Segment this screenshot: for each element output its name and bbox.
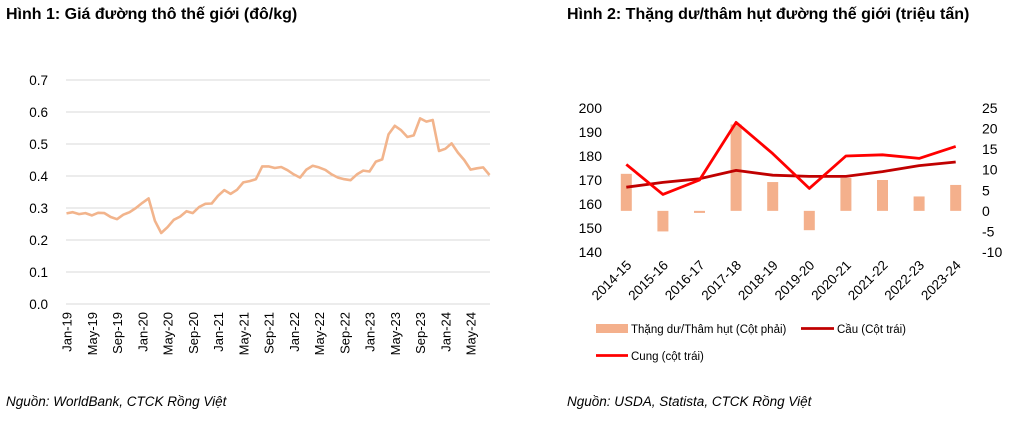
y-tick-label: 0.6 <box>29 105 48 120</box>
x-category-label: 2015-16 <box>625 258 671 304</box>
x-category-label: 2021-22 <box>845 258 891 304</box>
surplus-bar <box>657 210 669 232</box>
x-tick-label: Jan-19 <box>60 312 75 352</box>
x-tick-label: Sep-19 <box>110 312 125 354</box>
right-y-tick-label: 5 <box>982 182 990 198</box>
surplus-bar <box>803 210 815 231</box>
y-tick-label: 0.1 <box>29 265 48 280</box>
left-y-tick-label: 140 <box>579 244 603 260</box>
right-y-tick-label: 10 <box>982 162 998 178</box>
demand-series-line <box>626 160 956 189</box>
right-y-tick-label: -10 <box>982 244 1002 260</box>
left-y-tick-label: 170 <box>579 172 603 188</box>
x-category-label: 2020-21 <box>808 258 854 304</box>
surplus-bar <box>877 180 888 211</box>
legend-label-surplus: Thặng dư/Thâm hụt (Cột phải) <box>631 324 787 336</box>
right-y-tick-label: 0 <box>982 203 990 219</box>
surplus-bar <box>767 182 779 211</box>
surplus-bar <box>620 173 632 211</box>
x-category-label: 2016-17 <box>662 258 708 304</box>
y-tick-label: 0.4 <box>29 169 48 184</box>
figure2-title: Hình 2: Thặng dư/thâm hụt đường thế giới… <box>567 6 970 23</box>
legend-label-demand: Cầu (Cột trái) <box>837 324 906 336</box>
x-tick-label: May-19 <box>85 312 100 355</box>
x-tick-label: Jan-20 <box>135 312 150 352</box>
x-category-label: 2023-24 <box>918 257 964 303</box>
x-category-label: 2018-19 <box>735 258 781 304</box>
x-tick-label: May-21 <box>236 312 251 355</box>
price-series-line <box>66 117 491 235</box>
x-tick-label: Sep-23 <box>413 312 428 354</box>
left-y-tick-label: 200 <box>579 100 603 116</box>
left-y-tick-label: 190 <box>579 124 603 140</box>
x-tick-label: Sep-21 <box>262 312 277 354</box>
figure2-source: Nguồn: USDA, Statista, CTCK Rồng Việt <box>567 394 812 409</box>
right-y-tick-label: 20 <box>982 121 998 137</box>
supply-series-line <box>625 121 957 196</box>
surplus-bar <box>730 124 742 211</box>
x-category-label: 2014-15 <box>589 258 635 304</box>
legend-swatch-surplus <box>596 324 628 333</box>
legend-label-supply: Cung (cột trái) <box>631 351 704 363</box>
left-y-tick-label: 180 <box>579 148 603 164</box>
y-tick-label: 0.3 <box>29 201 48 216</box>
x-tick-label: Jan-24 <box>438 312 453 352</box>
y-tick-label: 0.2 <box>29 233 48 248</box>
y-tick-label: 0.5 <box>29 137 48 152</box>
left-y-tick-label: 150 <box>579 220 603 236</box>
surplus-bar <box>950 184 962 211</box>
figure1-source: Nguồn: WorldBank, CTCK Rồng Việt <box>6 394 227 409</box>
right-y-tick-label: 15 <box>982 141 998 157</box>
x-tick-label: May-20 <box>161 312 176 355</box>
x-tick-label: Sep-20 <box>186 312 201 354</box>
left-y-tick-label: 160 <box>579 196 603 212</box>
x-tick-label: Jan-23 <box>363 312 378 352</box>
x-category-label: 2017-18 <box>699 258 745 304</box>
x-category-label: 2019-20 <box>772 258 818 304</box>
x-tick-label: Jan-22 <box>287 312 302 352</box>
x-tick-label: Jan-21 <box>211 312 226 352</box>
right-y-tick-label: 25 <box>982 100 998 116</box>
x-tick-label: May-23 <box>388 312 403 355</box>
figure1-title: Hình 1: Giá đường thô thế giới (đô/kg) <box>6 6 298 23</box>
right-y-tick-label: -5 <box>982 223 995 239</box>
surplus-bar <box>840 177 852 211</box>
surplus-bar <box>913 196 925 211</box>
x-category-label: 2022-23 <box>882 258 928 304</box>
x-tick-label: Sep-22 <box>337 312 352 354</box>
x-tick-label: May-22 <box>312 312 327 355</box>
y-tick-label: 0.0 <box>29 297 48 312</box>
surplus-bar <box>694 210 705 213</box>
y-tick-label: 0.7 <box>29 73 48 88</box>
x-tick-label: May-24 <box>464 312 479 355</box>
